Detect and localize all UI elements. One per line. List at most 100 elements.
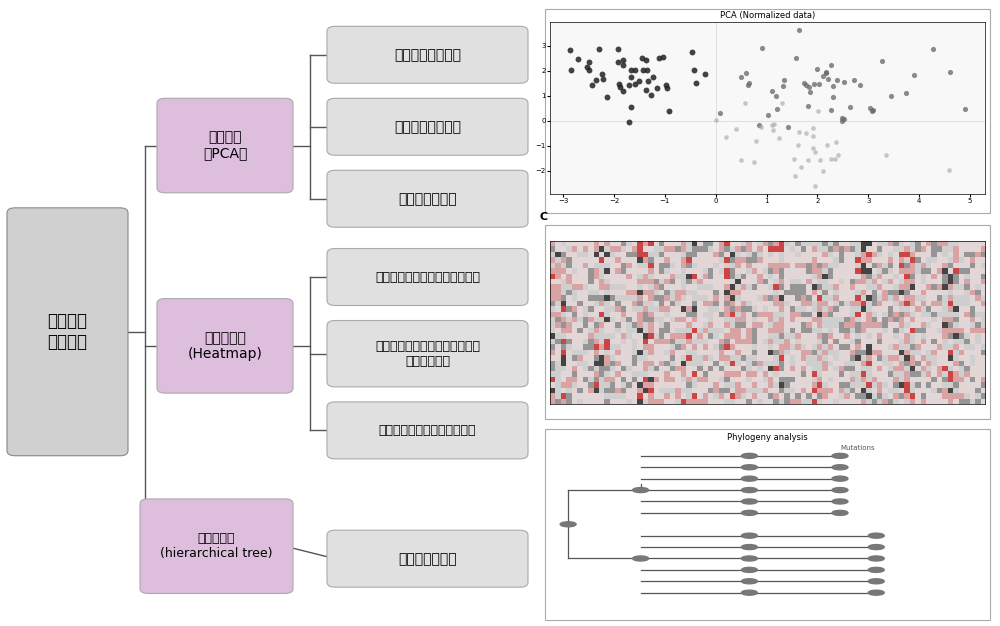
Point: [760, 110, 776, 120]
Circle shape: [633, 556, 649, 561]
Bar: [545, 429, 990, 620]
Point: [798, 80, 814, 90]
Point: [631, 76, 647, 86]
Point: [786, 154, 802, 164]
Text: 单个细胞中基因拷贝数增加与缺
失与转录水平: 单个细胞中基因拷贝数增加与缺 失与转录水平: [375, 340, 480, 367]
Point: [581, 57, 597, 67]
Point: [615, 60, 631, 70]
Point: [627, 79, 643, 89]
FancyBboxPatch shape: [157, 299, 293, 393]
Point: [819, 140, 835, 150]
Title: PCA (Normalized data): PCA (Normalized data): [720, 11, 815, 20]
Point: [638, 55, 654, 65]
Point: [712, 108, 728, 118]
Point: [615, 54, 631, 64]
FancyBboxPatch shape: [327, 249, 528, 305]
Point: [621, 116, 637, 126]
Point: [941, 165, 957, 175]
Point: [798, 128, 814, 138]
Point: [751, 120, 767, 130]
Circle shape: [741, 590, 757, 595]
Point: [800, 101, 816, 111]
Text: 对比对照组基因数目，表达量: 对比对照组基因数目，表达量: [379, 424, 476, 437]
Point: [830, 150, 846, 160]
Point: [827, 154, 843, 164]
Point: [776, 75, 792, 85]
Circle shape: [832, 453, 848, 458]
FancyBboxPatch shape: [327, 26, 528, 83]
Point: [811, 80, 827, 90]
Point: [623, 101, 639, 111]
FancyBboxPatch shape: [140, 499, 293, 593]
Point: [686, 65, 702, 75]
Point: [852, 80, 868, 90]
Text: Mutations: Mutations: [841, 445, 875, 451]
Text: 聚类分析
（PCA）: 聚类分析 （PCA）: [203, 130, 247, 161]
Point: [802, 88, 818, 98]
Point: [957, 105, 973, 115]
Point: [793, 162, 809, 172]
Point: [588, 74, 604, 85]
Point: [612, 82, 628, 92]
Point: [584, 80, 600, 90]
Point: [942, 67, 958, 77]
Text: 细胞转录组的聚类: 细胞转录组的聚类: [394, 120, 461, 134]
FancyBboxPatch shape: [327, 98, 528, 155]
Text: 与对照组的关系: 与对照组的关系: [398, 192, 457, 206]
Point: [796, 78, 812, 88]
Circle shape: [741, 476, 757, 481]
Point: [718, 132, 734, 142]
Point: [741, 78, 757, 88]
Point: [818, 68, 834, 78]
Point: [842, 102, 858, 112]
Point: [864, 106, 880, 116]
Circle shape: [868, 590, 884, 595]
Point: [737, 98, 753, 108]
Circle shape: [868, 556, 884, 561]
Point: [684, 47, 700, 57]
Point: [791, 127, 807, 137]
Point: [823, 154, 839, 164]
Point: [728, 124, 744, 134]
Point: [733, 155, 749, 165]
Point: [775, 81, 791, 91]
Point: [769, 104, 785, 114]
Point: [825, 92, 841, 102]
Point: [746, 156, 762, 167]
Point: [862, 103, 878, 113]
Circle shape: [868, 579, 884, 584]
Point: [807, 182, 823, 192]
Point: [828, 137, 844, 147]
Point: [823, 60, 839, 70]
Point: [591, 44, 607, 54]
Point: [610, 44, 626, 54]
Point: [594, 69, 610, 80]
Point: [764, 120, 780, 130]
Point: [815, 166, 831, 176]
Circle shape: [741, 533, 757, 538]
Point: [688, 78, 704, 88]
Point: [801, 82, 817, 92]
FancyBboxPatch shape: [327, 170, 528, 227]
Point: [753, 123, 769, 133]
Point: [807, 148, 823, 158]
Circle shape: [832, 499, 848, 504]
Point: [805, 123, 821, 133]
Circle shape: [741, 567, 757, 572]
Point: [649, 83, 665, 93]
Bar: [545, 9, 990, 213]
Text: 细胞基因组的聚类: 细胞基因组的聚类: [394, 48, 461, 62]
Text: 进化树分析
(hierarchical tree): 进化树分析 (hierarchical tree): [160, 532, 273, 560]
Point: [754, 43, 770, 53]
Point: [805, 131, 821, 141]
Circle shape: [741, 545, 757, 550]
Point: [581, 64, 597, 74]
Point: [812, 155, 828, 165]
Point: [634, 53, 650, 63]
Bar: [545, 225, 990, 419]
Point: [800, 155, 816, 165]
Point: [643, 90, 659, 100]
Point: [599, 92, 615, 102]
Text: 单个细胞中基因突变与转录水平: 单个细胞中基因突变与转录水平: [375, 270, 480, 284]
FancyBboxPatch shape: [327, 321, 528, 387]
